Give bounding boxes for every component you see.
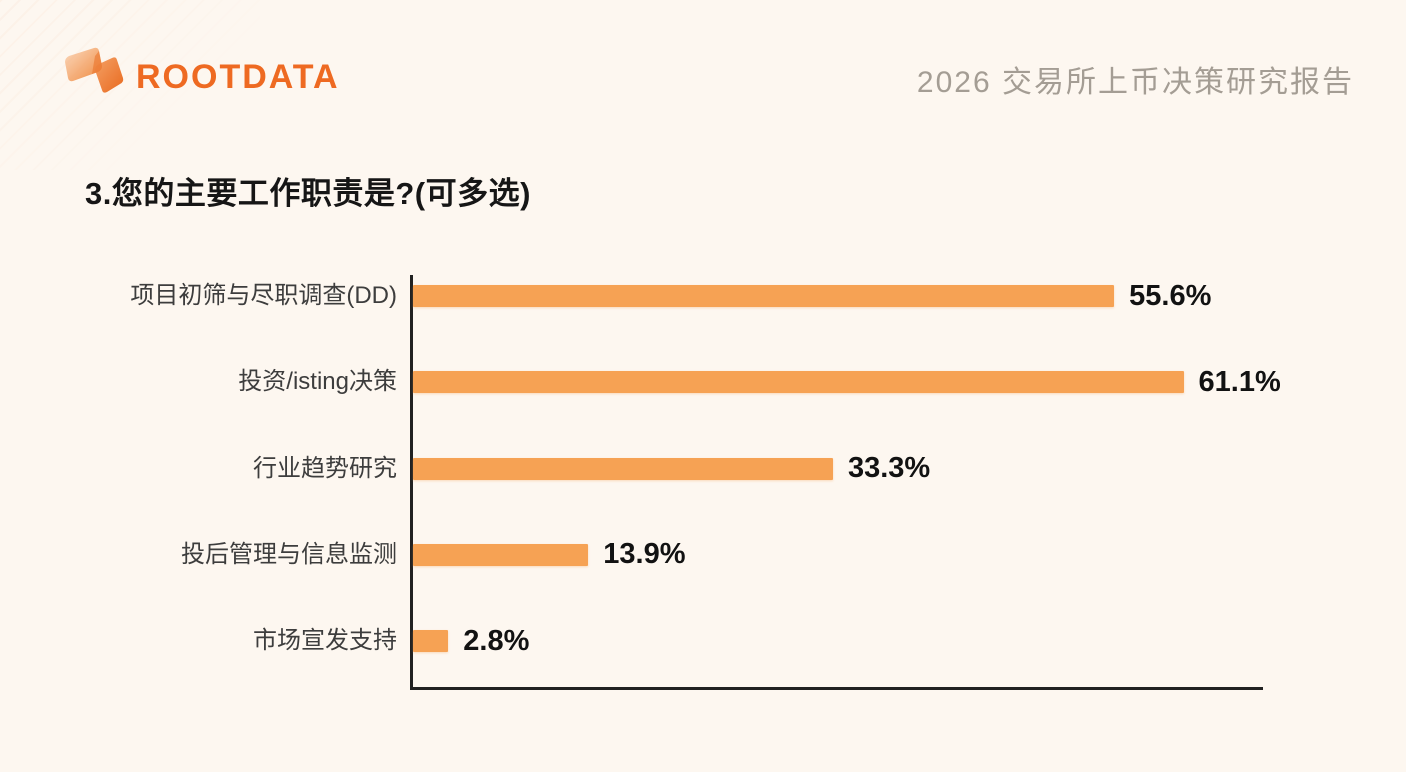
bar-value-label: 2.8%	[463, 624, 530, 657]
bar	[413, 371, 1184, 394]
category-label: 行业趋势研究	[253, 454, 397, 482]
category-label: 投资/isting决策	[238, 368, 397, 396]
question-title: 3.您的主要工作职责是?(可多选)	[85, 176, 531, 211]
bar	[413, 457, 833, 480]
bar-value-label: 61.1%	[1198, 365, 1281, 398]
bar-row: 61.1%	[413, 366, 1281, 398]
bar-value-label: 13.9%	[603, 538, 686, 571]
bar	[413, 543, 589, 566]
bar-row: 2.8%	[413, 625, 1263, 657]
bar	[413, 630, 449, 652]
rootdata-logo: ROOTDATA	[62, 46, 340, 102]
rootdata-logo-icon	[65, 47, 124, 93]
header: ROOTDATA 2026 交易所上币决策研究报告	[0, 0, 1406, 102]
bar-row: 55.6%	[413, 280, 1263, 312]
category-label: 投后管理与信息监测	[181, 540, 397, 568]
bar-chart: 项目初筛与尽职调查(DD) 投资/isting决策行业趋势研究投后管理与信息监测市…	[0, 275, 1406, 690]
rootdata-logo-text: ROOTDATA	[136, 57, 340, 96]
category-label: 市场宣发支持	[253, 627, 397, 654]
plot-area: 55.6% 61.1% 33.3% 13.9% 2.8%	[410, 275, 1281, 690]
bar-row: 33.3%	[413, 452, 1263, 484]
bar-value-label: 33.3%	[847, 452, 931, 484]
report-title: 2026 交易所上币决策研究报告	[916, 66, 1354, 99]
y-axis-labels: 项目初筛与尽职调查(DD) 投资/isting决策行业趋势研究投后管理与信息监测市…	[0, 275, 410, 690]
category-label: 项目初筛与尽职调查(DD)	[130, 282, 397, 309]
bar-row: 13.9%	[413, 538, 1263, 570]
bar	[413, 285, 1115, 307]
bar-value-label: 55.6%	[1129, 279, 1212, 312]
